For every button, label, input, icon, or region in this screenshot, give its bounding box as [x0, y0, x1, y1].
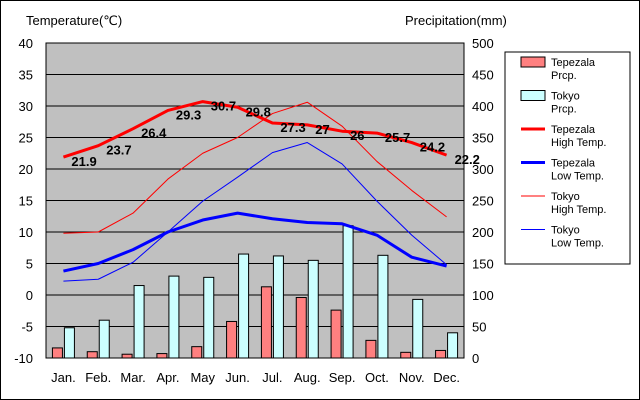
bar-tokyo-prcp	[307, 259, 319, 359]
left-tick-label: 5	[26, 257, 33, 272]
line-tepezala-high-temp	[62, 100, 448, 159]
bar-tokyo-prcp	[133, 285, 145, 359]
high-temp-data-label: 29.3	[176, 107, 201, 122]
high-temp-data-label: 26.4	[141, 126, 167, 141]
left-tick-label: 30	[19, 99, 33, 114]
month-label: Apr.	[156, 370, 179, 385]
right-tick-label: 500	[472, 36, 494, 51]
legend-label: Tepezala	[551, 57, 596, 69]
bar-tokyo-prcp	[238, 253, 250, 359]
legend-swatch	[520, 56, 546, 68]
left-tick-label: -5	[21, 320, 33, 335]
bar-tepezala-prcp	[435, 349, 447, 359]
legend-label: Tepezala	[551, 158, 596, 170]
bar-tepezala-prcp	[400, 351, 412, 359]
right-tick-label: 0	[472, 351, 479, 366]
line-tokyo-high-temp	[63, 101, 447, 234]
legend-label: Low Temp.	[551, 171, 604, 183]
month-label: Dec.	[433, 370, 460, 385]
left-tick-label: 25	[19, 131, 33, 146]
lines	[62, 100, 448, 282]
month-label: Feb.	[85, 370, 111, 385]
legend-label: Low Temp.	[551, 238, 604, 250]
bars	[51, 225, 459, 359]
month-label: Jun.	[225, 370, 250, 385]
month-label: Nov.	[399, 370, 425, 385]
high-temp-data-label: 27	[315, 122, 329, 137]
bar-tokyo-prcp	[63, 327, 75, 359]
right-tick-label: 450	[472, 68, 494, 83]
legend-label: Tepezala	[551, 124, 596, 136]
month-label: Sep.	[329, 370, 356, 385]
legend-box	[504, 51, 631, 265]
month-label: Aug.	[294, 370, 321, 385]
right-tick-label: 300	[472, 162, 494, 177]
legend-label: Tokyo	[551, 225, 580, 237]
bar-tokyo-prcp	[168, 275, 180, 359]
left-tick-label: 20	[19, 162, 33, 177]
bar-tepezala-prcp	[156, 353, 168, 359]
line-tepezala-low-temp	[63, 211, 447, 273]
right-axis-title: Precipitation(mm)	[405, 13, 507, 28]
left-tick-label: 35	[19, 68, 33, 83]
right-tick-label: 250	[472, 194, 494, 209]
right-tick-label: 50	[472, 320, 486, 335]
right-tick-label: 150	[472, 257, 494, 272]
bar-tokyo-prcp	[98, 319, 110, 359]
month-label: Oct.	[365, 370, 389, 385]
bar-tepezala-prcp	[365, 339, 377, 359]
left-tick-label: 0	[26, 288, 33, 303]
bar-tepezala-prcp	[191, 346, 203, 359]
high-temp-data-label: 24.2	[420, 140, 445, 155]
high-temp-data-label: 29.8	[246, 104, 271, 119]
line-tokyo-low-temp	[63, 142, 447, 282]
bar-tepezala-prcp	[330, 309, 342, 359]
bar-tepezala-prcp	[51, 347, 63, 359]
legend-label: Tokyo	[551, 91, 580, 103]
high-temp-data-label: 26	[350, 128, 364, 143]
legend-label: Prcp.	[551, 104, 577, 116]
bar-tokyo-prcp	[377, 254, 389, 359]
bar-tepezala-prcp	[295, 297, 307, 359]
left-tick-label: 40	[19, 36, 33, 51]
right-tick-label: 200	[472, 225, 494, 240]
left-tick-label: -10	[14, 351, 33, 366]
legend-label: Tokyo	[551, 191, 580, 203]
right-tick-label: 100	[472, 288, 494, 303]
data-labels: 21.9 23.7 26.4 29.3 30.7 29.8 27.3 27 26 25.7 24.2…	[71, 99, 479, 169]
month-label: May	[190, 370, 215, 385]
bar-tepezala-prcp	[226, 320, 238, 359]
axes: -10-505101520253035400501001502002503003…	[14, 36, 494, 385]
high-temp-data-label: 21.9	[71, 154, 96, 169]
bar-tepezala-prcp	[260, 286, 272, 359]
left-tick-label: 10	[19, 225, 33, 240]
right-tick-label: 350	[472, 131, 494, 146]
high-temp-data-label: 30.7	[211, 99, 236, 114]
high-temp-data-label: 22.2	[455, 152, 480, 167]
left-tick-label: 15	[19, 194, 33, 209]
bar-tepezala-prcp	[121, 353, 133, 359]
high-temp-data-label: 25.7	[385, 130, 410, 145]
bar-tokyo-prcp	[342, 225, 354, 359]
right-tick-label: 400	[472, 99, 494, 114]
bar-tokyo-prcp	[272, 255, 284, 359]
legend-label: Prcp.	[551, 70, 577, 82]
left-axis-title: Temperature(℃)	[26, 13, 123, 28]
month-label: Mar.	[120, 370, 145, 385]
bar-tokyo-prcp	[412, 298, 424, 359]
high-temp-data-label: 23.7	[106, 143, 131, 158]
month-label: Jul.	[262, 370, 282, 385]
high-temp-data-label: 27.3	[280, 120, 305, 135]
legend-label: High Temp.	[551, 204, 606, 216]
bar-tokyo-prcp	[447, 332, 459, 359]
legend-label: High Temp.	[551, 137, 606, 149]
month-label: Jan.	[51, 370, 76, 385]
bar-tepezala-prcp	[86, 351, 98, 359]
bar-tokyo-prcp	[203, 276, 215, 359]
legend-swatch	[520, 90, 546, 101]
